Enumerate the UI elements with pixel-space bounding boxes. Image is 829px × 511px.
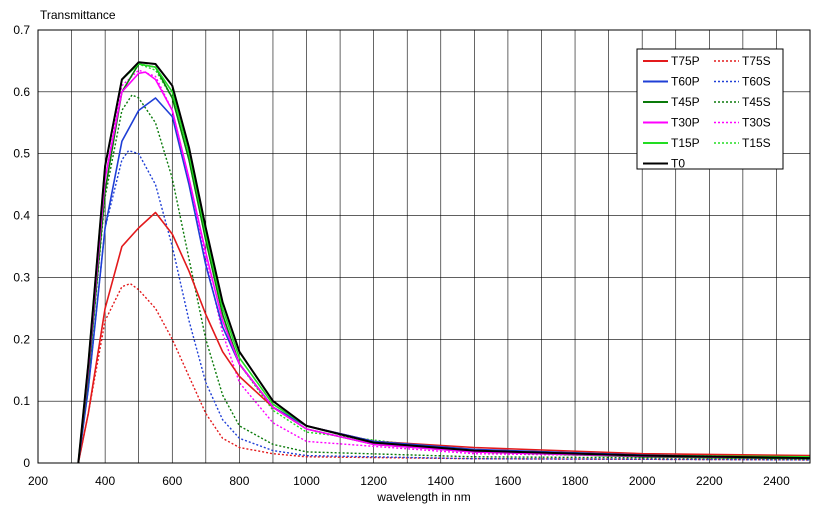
legend-label-t0: T0 bbox=[671, 157, 685, 171]
plot-frame bbox=[37, 29, 811, 464]
legend-box bbox=[636, 48, 784, 170]
y-tick-label: 0.3 bbox=[13, 270, 30, 284]
y-tick-label: 0.5 bbox=[13, 147, 30, 161]
series-line-t30p bbox=[77, 71, 811, 464]
legend-label-t30s: T30S bbox=[742, 116, 771, 130]
legend-label-t60s: T60S bbox=[742, 75, 771, 89]
legend: T75P T60P T45P T30P T15P T0 T75S T60S T45S T30S T1… bbox=[636, 48, 784, 171]
x-tick-label: 200 bbox=[28, 474, 48, 488]
legend-label-t75s: T75S bbox=[742, 54, 771, 68]
series-line-t0 bbox=[77, 61, 811, 464]
x-tick-label: 1800 bbox=[562, 474, 589, 488]
gridlines bbox=[38, 30, 810, 463]
x-tick-label: 800 bbox=[229, 474, 249, 488]
x-tick-label: 1000 bbox=[293, 474, 320, 488]
x-tick-label: 600 bbox=[162, 474, 182, 488]
x-axis-title: wavelength in nm bbox=[376, 490, 470, 504]
x-tick-label: 400 bbox=[95, 474, 115, 488]
legend-label-t60p: T60P bbox=[671, 75, 700, 89]
legend-label-t15s: T15S bbox=[742, 136, 771, 150]
x-tick-label: 2400 bbox=[763, 474, 790, 488]
series-line-t60p bbox=[77, 97, 811, 464]
x-tick-label: 1600 bbox=[495, 474, 522, 488]
x-tick-label: 1200 bbox=[360, 474, 387, 488]
series-lines bbox=[77, 61, 811, 464]
x-tick-labels: 200 400 600 800 1000 1200 1400 1600 1800 2000 2200… bbox=[28, 474, 790, 488]
y-tick-label: 0.6 bbox=[13, 85, 30, 99]
x-tick-label: 2200 bbox=[696, 474, 723, 488]
legend-label-t45s: T45S bbox=[742, 95, 771, 109]
legend-label-t30p: T30P bbox=[671, 116, 700, 130]
y-tick-label: 0.7 bbox=[13, 23, 30, 37]
y-tick-label: 0 bbox=[23, 456, 30, 470]
y-tick-label: 0.1 bbox=[13, 394, 30, 408]
legend-label-t15p: T15P bbox=[671, 136, 700, 150]
legend-label-t45p: T45P bbox=[671, 95, 700, 109]
x-tick-label: 2000 bbox=[629, 474, 656, 488]
y-tick-label: 0.4 bbox=[13, 209, 30, 223]
y-tick-label: 0.2 bbox=[13, 332, 30, 346]
x-tick-label: 1400 bbox=[427, 474, 454, 488]
y-axis-title: Transmittance bbox=[40, 8, 116, 22]
legend-label-t75p: T75P bbox=[671, 54, 700, 68]
y-tick-labels: 0 0.1 0.2 0.3 0.4 0.5 0.6 0.7 bbox=[13, 23, 30, 470]
